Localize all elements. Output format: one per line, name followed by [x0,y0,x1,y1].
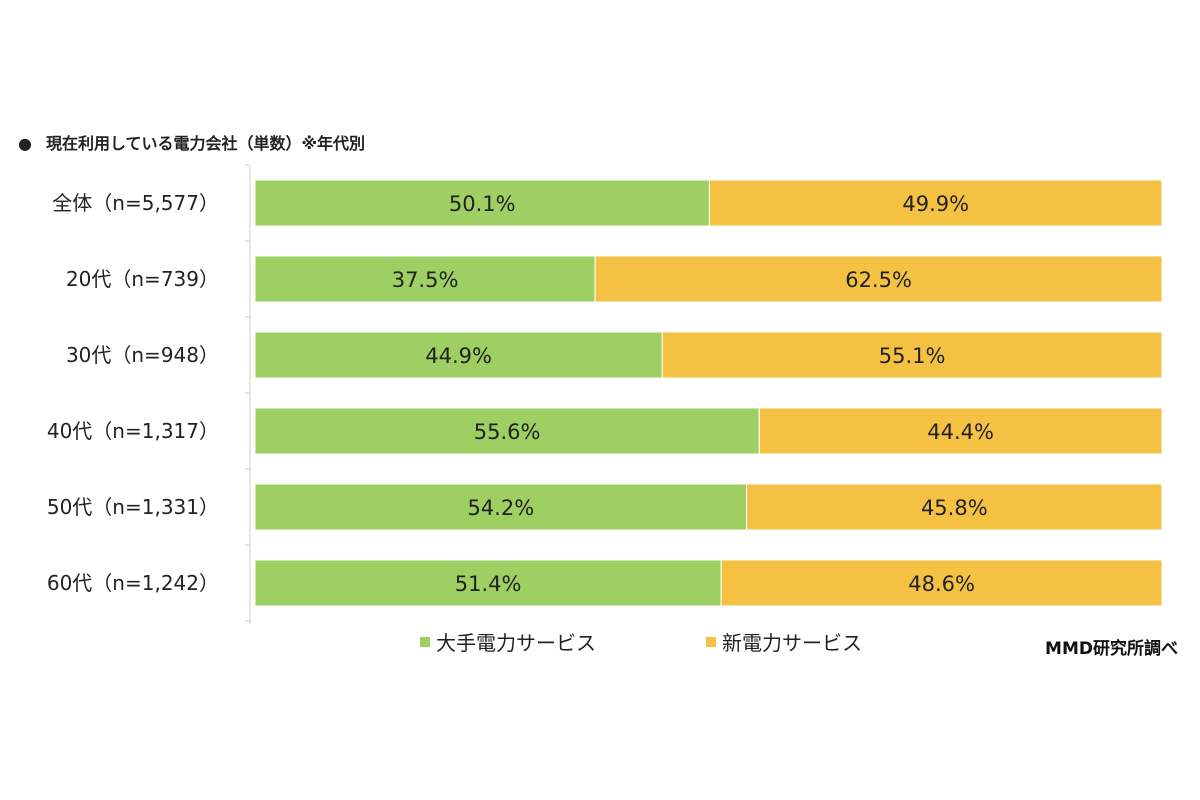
chart-title: ● 現在利用している電力会社（単数）※年代別 [18,130,365,154]
data-label-major: 37.5% [392,268,459,292]
category-label: 20代（n=739） [66,267,219,291]
bar-segment-new [746,483,1163,531]
legend-item-new: 新電力サービス [706,627,862,656]
data-label-new: 44.4% [927,420,994,444]
data-label-major: 54.2% [467,496,534,520]
bar-segment-major [254,255,596,303]
data-label-new: 48.6% [908,572,975,596]
bar-segment-major [254,331,663,379]
data-label-major: 44.9% [425,344,492,368]
bar-segment-new [720,559,1163,607]
bar-segment-major [254,179,710,227]
category-label: 60代（n=1,242） [47,571,219,595]
legend-item-major: 大手電力サービス [420,627,596,656]
chart-legend: 大手電力サービス 新電力サービス [420,627,862,656]
legend-swatch-major [420,636,430,647]
bar-segment-new [594,255,1163,303]
data-label-new: 62.5% [845,268,912,292]
chart-title-text: 現在利用している電力会社（単数）※年代別 [45,134,366,153]
bar-segment-new [661,331,1163,379]
legend-label-new: 新電力サービス [722,631,862,655]
data-label-major: 55.6% [474,420,541,444]
legend-swatch-new [706,636,716,647]
title-bullet: ● [18,134,32,153]
bar-segment-new [708,179,1163,227]
legend-label-major: 大手電力サービス [436,631,596,655]
data-label-major: 51.4% [455,572,522,596]
category-label: 30代（n=948） [66,343,219,367]
category-label: 全体（n=5,577） [52,191,219,215]
data-label-new: 49.9% [902,192,969,216]
bar-segment-major [254,559,722,607]
category-label: 50代（n=1,331） [47,495,219,519]
data-label-major: 50.1% [449,192,516,216]
bar-segment-new [758,407,1163,455]
source-note: MMD研究所調べ [1045,639,1178,659]
data-label-new: 55.1% [879,344,946,368]
data-label-new: 45.8% [921,496,988,520]
category-label: 40代（n=1,317） [47,419,219,443]
